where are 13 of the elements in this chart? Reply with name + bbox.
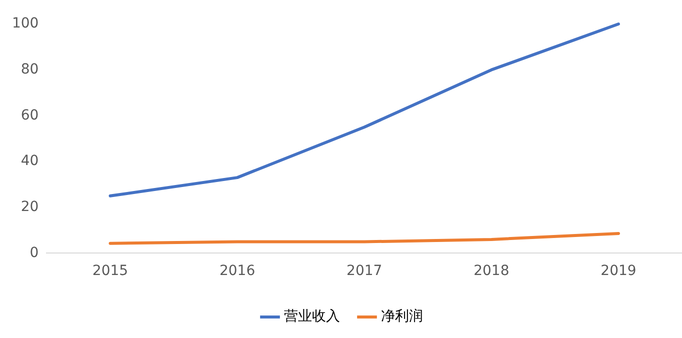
x-tick-label: 2019 — [600, 263, 636, 280]
legend-label: 营业收入 — [284, 308, 340, 325]
x-tick-label: 2018 — [474, 263, 510, 280]
y-tick-label: 0 — [30, 244, 39, 261]
y-tick-label: 20 — [20, 199, 39, 215]
x-tick-label: 2015 — [92, 263, 128, 280]
y-tick-label: 80 — [20, 61, 39, 78]
y-tick-label: 60 — [20, 107, 39, 124]
x-tick-label: 2016 — [219, 263, 256, 280]
y-tick-label: 100 — [12, 16, 39, 32]
y-tick-label: 40 — [20, 153, 39, 170]
legend-label: 净利润 — [381, 308, 423, 325]
x-tick-label: 2017 — [346, 263, 382, 280]
